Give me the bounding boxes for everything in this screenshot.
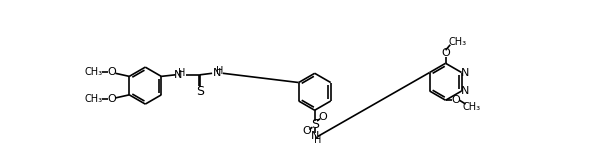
Text: S: S (196, 85, 204, 98)
Text: O: O (451, 95, 460, 105)
Text: H: H (216, 66, 224, 76)
Text: CH₃: CH₃ (85, 94, 103, 104)
Text: S: S (311, 118, 319, 131)
Text: O: O (303, 126, 311, 136)
Text: O: O (441, 48, 450, 58)
Text: CH₃: CH₃ (462, 102, 481, 112)
Text: CH₃: CH₃ (449, 37, 467, 47)
Text: O: O (318, 112, 327, 122)
Text: O: O (107, 94, 116, 104)
Text: N: N (311, 131, 319, 141)
Text: N: N (461, 86, 470, 96)
Text: CH₃: CH₃ (85, 67, 103, 77)
Text: O: O (107, 67, 116, 77)
Text: N: N (461, 68, 470, 77)
Text: N: N (174, 70, 182, 80)
Text: N: N (213, 68, 221, 78)
Text: H: H (314, 135, 321, 144)
Text: H: H (178, 68, 185, 77)
